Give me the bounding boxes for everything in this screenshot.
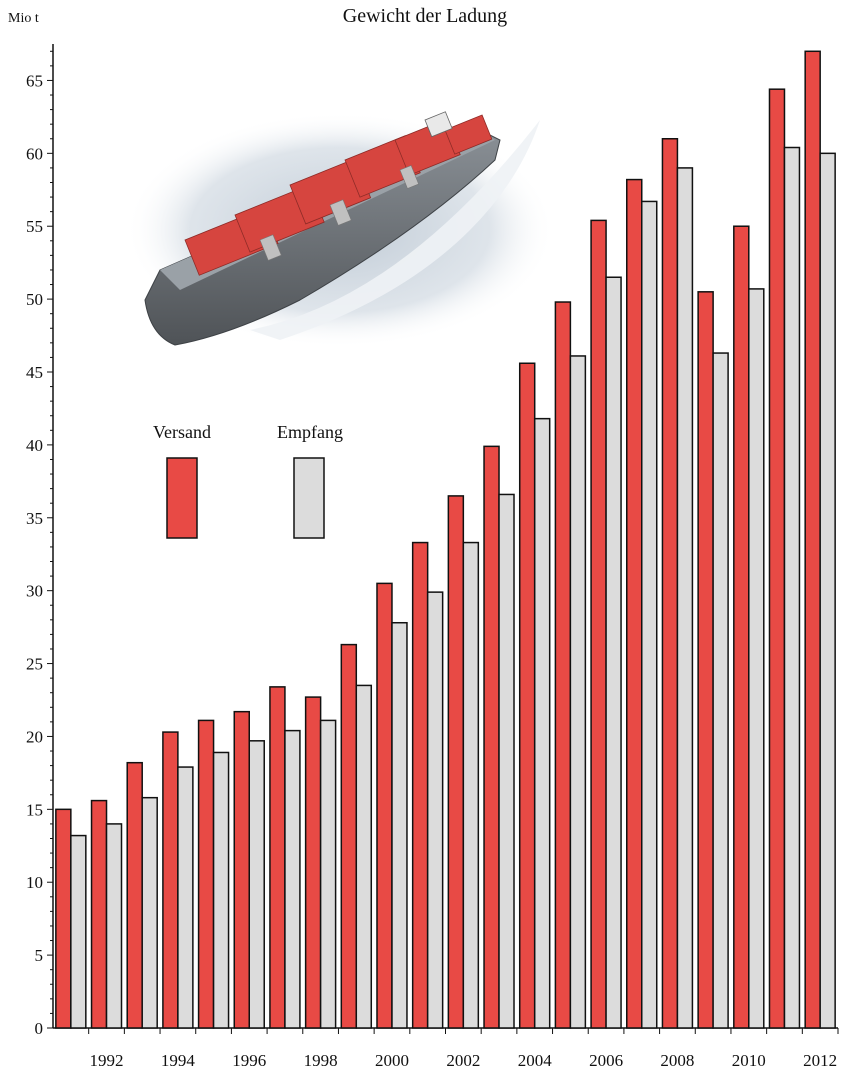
bar-versand-1991 — [56, 809, 71, 1028]
container-ship-icon — [125, 112, 555, 348]
y-tick-label: 60 — [26, 144, 43, 163]
bar-versand-1997 — [270, 687, 285, 1028]
bar-empfang-1998 — [321, 720, 336, 1028]
bar-empfang-2005 — [570, 356, 585, 1028]
x-tick-label: 2008 — [660, 1051, 694, 1070]
bar-versand-2005 — [555, 302, 570, 1028]
bar-empfang-2002 — [463, 543, 478, 1028]
y-tick-label: 55 — [26, 217, 43, 236]
bar-empfang-1991 — [71, 836, 86, 1028]
x-axis-ticks: 1992 1994 1996 1998 2000 2002 2004 2006 2008 2010… — [89, 1028, 838, 1070]
bar-empfang-1999 — [356, 685, 371, 1028]
legend-swatch-versand — [167, 458, 197, 538]
y-tick-label: 25 — [26, 655, 43, 674]
bar-empfang-2001 — [428, 592, 443, 1028]
bar-versand-2008 — [662, 139, 677, 1028]
bar-versand-1995 — [199, 720, 214, 1028]
bar-empfang-2003 — [499, 494, 514, 1028]
x-tick-label: 2006 — [589, 1051, 623, 1070]
bar-versand-1993 — [127, 763, 142, 1028]
y-tick-label: 5 — [35, 946, 44, 965]
bar-versand-1996 — [234, 712, 249, 1028]
bar-versand-2004 — [520, 363, 535, 1028]
bar-empfang-2012 — [820, 153, 835, 1028]
bar-versand-1998 — [306, 697, 321, 1028]
y-tick-label: 15 — [26, 800, 43, 819]
x-tick-label: 1998 — [304, 1051, 338, 1070]
bar-versand-2007 — [627, 180, 642, 1028]
bar-empfang-2006 — [606, 277, 621, 1028]
bar-versand-1994 — [163, 732, 178, 1028]
y-tick-label: 50 — [26, 290, 43, 309]
x-tick-label: 2004 — [518, 1051, 553, 1070]
bar-empfang-1994 — [178, 767, 193, 1028]
bar-versand-2009 — [698, 292, 713, 1028]
bar-empfang-1996 — [249, 741, 264, 1028]
bar-empfang-2004 — [535, 419, 550, 1028]
y-tick-label: 20 — [26, 727, 43, 746]
bar-empfang-2007 — [642, 201, 657, 1028]
bar-versand-2001 — [413, 543, 428, 1028]
y-tick-label: 65 — [26, 71, 43, 90]
y-tick-label: 40 — [26, 436, 43, 455]
legend: Versand Empfang — [153, 422, 343, 538]
bar-empfang-1995 — [214, 752, 229, 1028]
y-axis-ticks: 0 5 10 15 20 25 30 35 40 45 50 55 60 65 — [26, 51, 53, 1038]
x-tick-label: 1992 — [90, 1051, 124, 1070]
legend-swatch-empfang — [294, 458, 324, 538]
bar-versand-2006 — [591, 220, 606, 1028]
bar-empfang-1997 — [285, 731, 300, 1028]
bar-versand-1992 — [92, 801, 107, 1028]
bar-empfang-2009 — [713, 353, 728, 1028]
y-tick-label: 30 — [26, 582, 43, 601]
bar-versand-2002 — [448, 496, 463, 1028]
x-tick-label: 2012 — [803, 1051, 837, 1070]
legend-label-versand: Versand — [153, 422, 211, 442]
bar-versand-2003 — [484, 446, 499, 1028]
bar-versand-2000 — [377, 583, 392, 1028]
x-tick-label: 2000 — [375, 1051, 409, 1070]
bar-versand-2011 — [769, 89, 784, 1028]
bar-empfang-1992 — [107, 824, 122, 1028]
bar-empfang-1993 — [142, 798, 157, 1028]
bar-empfang-2011 — [784, 148, 799, 1028]
bar-versand-2010 — [734, 226, 749, 1028]
bar-empfang-2010 — [749, 289, 764, 1028]
y-tick-label: 45 — [26, 363, 43, 382]
bar-empfang-2000 — [392, 623, 407, 1028]
y-tick-label: 0 — [35, 1019, 44, 1038]
x-tick-label: 2002 — [446, 1051, 480, 1070]
y-axis-unit: Mio t — [8, 11, 39, 26]
legend-label-empfang: Empfang — [277, 422, 343, 442]
bar-versand-2012 — [805, 51, 820, 1028]
y-tick-label: 10 — [26, 873, 43, 892]
x-tick-label: 2010 — [732, 1051, 766, 1070]
y-tick-label: 35 — [26, 509, 43, 528]
x-tick-label: 1994 — [161, 1051, 196, 1070]
bar-versand-1999 — [341, 645, 356, 1028]
chart-title: Gewicht der Ladung — [343, 5, 507, 27]
x-tick-label: 1996 — [232, 1051, 266, 1070]
bar-empfang-2008 — [677, 168, 692, 1028]
